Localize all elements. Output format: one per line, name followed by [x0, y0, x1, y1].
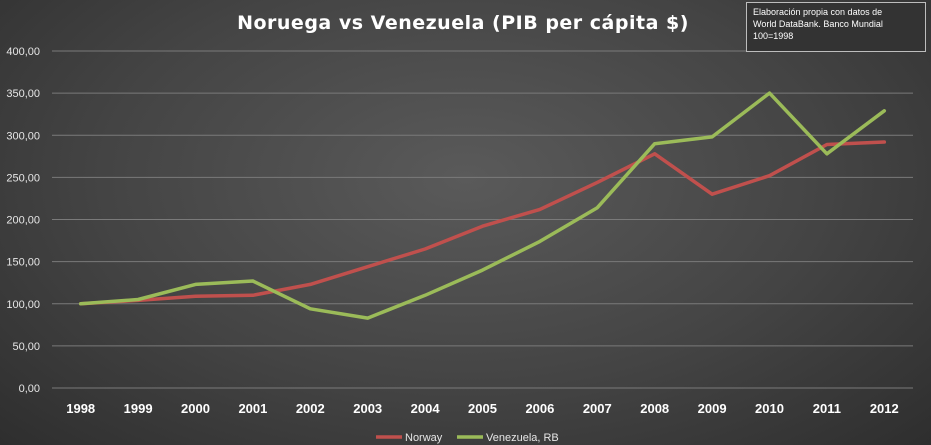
source-note-line-2: World DataBank. Banco Mundial — [753, 19, 883, 29]
x-tick-label: 2001 — [238, 401, 267, 416]
legend: Norway Venezuela, RB — [376, 432, 559, 444]
y-tick-label: 150,00 — [6, 257, 40, 269]
y-tick-label: 50,00 — [12, 341, 40, 353]
x-tick-label: 2007 — [583, 401, 612, 416]
y-tick-label: 100,00 — [6, 299, 40, 311]
y-tick-label: 350,00 — [6, 88, 40, 100]
x-tick-label: 1999 — [124, 401, 153, 416]
x-tick-label: 2010 — [755, 401, 784, 416]
y-axis: 0,00 50,00 100,00 150,00 200,00 250,00 300,00 3… — [6, 46, 40, 395]
gridlines — [52, 50, 913, 389]
x-axis: 1998 1999 2000 2001 2002 2003 2004 2005 2006 2007… — [66, 401, 899, 416]
source-note-line-1: Elaboración propia con datos de — [753, 7, 883, 17]
x-tick-label: 2002 — [296, 401, 325, 416]
x-tick-label: 1998 — [66, 401, 95, 416]
x-tick-label: 2005 — [468, 401, 497, 416]
x-tick-label: 2000 — [181, 401, 210, 416]
x-tick-label: 2008 — [640, 401, 669, 416]
series-line-venezuela-rb — [78, 91, 887, 320]
y-tick-label: 200,00 — [6, 215, 40, 227]
chart-title: Noruega vs Venezuela (PIB per cápita $) — [237, 12, 689, 34]
y-tick-label: 300,00 — [6, 130, 40, 142]
y-tick-label: 400,00 — [6, 46, 40, 58]
legend-label: Venezuela, RB — [486, 432, 559, 444]
x-tick-label: 2004 — [411, 401, 441, 416]
x-tick-label: 2012 — [870, 401, 899, 416]
source-note: Elaboración propia con datos de World Da… — [746, 2, 926, 52]
y-tick-label: 0,00 — [19, 383, 40, 395]
legend-label: Norway — [405, 432, 443, 444]
x-tick-label: 2011 — [813, 401, 841, 416]
y-tick-label: 250,00 — [6, 172, 40, 184]
x-tick-label: 2003 — [353, 401, 382, 416]
x-tick-label: 2006 — [525, 401, 554, 416]
series-lines — [78, 91, 887, 320]
series-line-norway — [78, 140, 887, 306]
x-tick-label: 2009 — [698, 401, 727, 416]
source-note-line-3: 100=1998 — [753, 31, 794, 41]
